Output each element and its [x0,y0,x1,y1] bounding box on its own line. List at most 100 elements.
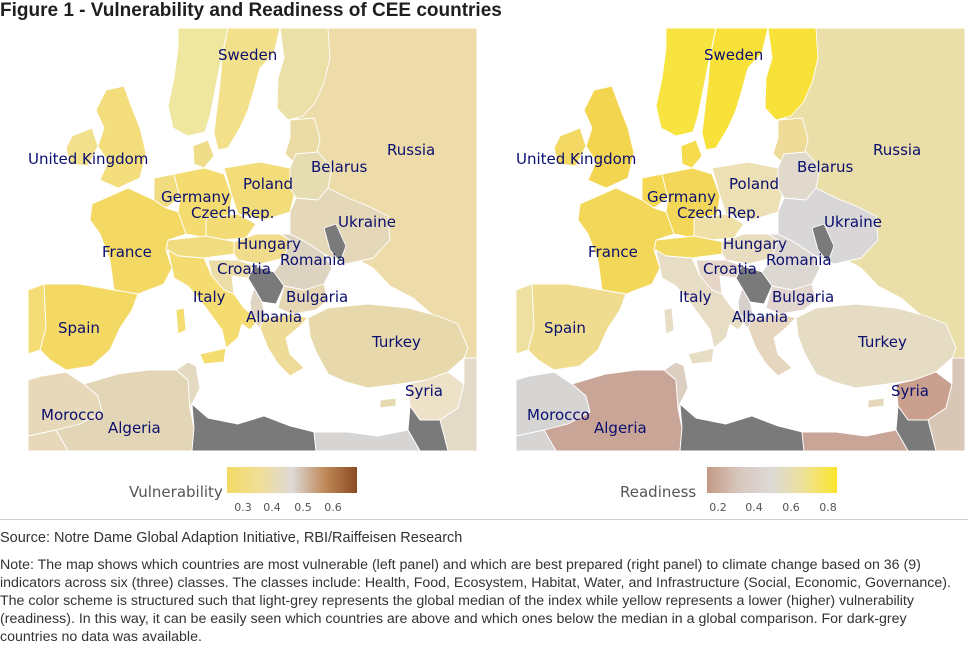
label-romania: Romania [280,251,346,269]
label-russia: Russia [387,141,435,159]
country-sardinia [175,307,187,335]
label-sweden: Sweden [704,46,763,64]
country-norway [655,28,717,137]
vulnerability-map: Sweden Russia United Kingdom Belarus Pol… [28,28,477,451]
label-united-kingdom: United Kingdom [28,150,148,168]
label-czech-rep: Czech Rep. [677,204,760,222]
country-sicily [687,347,715,365]
label-ukraine: Ukraine [338,213,396,231]
country-sweden [213,28,281,151]
readiness-tick: 0.2 [709,501,727,514]
country-ireland [553,127,587,167]
country-western-sahara [28,429,69,451]
country-spain [527,283,627,371]
label-sweden: Sweden [218,46,277,64]
label-spain: Spain [58,319,100,337]
figure-title: Figure 1 - Vulnerability and Readiness o… [0,0,502,21]
readiness-map: Sweden Russia United Kingdom Belarus Pol… [516,28,965,451]
vulnerability-color-bar [227,467,357,493]
countries [516,28,965,451]
vulnerability-tick: 0.5 [294,501,312,514]
label-hungary: Hungary [723,235,787,253]
readiness-map-svg: Sweden Russia United Kingdom Belarus Pol… [516,28,965,451]
label-morocco: Morocco [527,406,590,424]
divider [0,519,968,520]
label-bulgaria: Bulgaria [772,288,834,306]
readiness-tick: 0.8 [819,501,837,514]
map-labels: Sweden Russia United Kingdom Belarus Pol… [516,46,929,437]
label-poland: Poland [729,175,779,193]
country-libya [191,403,317,451]
country-moldova [323,223,347,263]
label-algeria: Algeria [594,419,647,437]
label-algeria: Algeria [108,419,161,437]
readiness-tick: 0.6 [782,501,800,514]
label-italy: Italy [679,288,712,306]
country-cyprus [867,397,885,409]
countries [28,28,477,451]
label-syria: Syria [405,382,443,400]
label-italy: Italy [193,288,226,306]
label-hungary: Hungary [237,235,301,253]
country-ireland [65,127,99,167]
country-egypt [313,429,421,451]
country-greece [259,313,309,377]
country-egypt [801,429,909,451]
country-greece [747,313,797,377]
country-tunisia [663,361,689,409]
readiness-color-bar [707,467,837,493]
label-germany: Germany [161,188,230,206]
label-croatia: Croatia [703,260,757,278]
country-bulgaria [277,283,329,315]
label-albania: Albania [246,308,302,326]
country-cyprus [379,397,397,409]
label-morocco: Morocco [41,406,104,424]
label-poland: Poland [243,175,293,193]
country-benelux [153,173,181,209]
country-western-sahara [516,429,557,451]
note-text: Note: The map shows which countries are … [0,557,951,645]
label-albania: Albania [732,308,788,326]
country-united-kingdom [95,85,147,189]
label-bulgaria: Bulgaria [286,288,348,306]
country-benelux [641,173,669,209]
label-belarus: Belarus [797,158,854,176]
label-russia: Russia [873,141,921,159]
label-czech-rep: Czech Rep. [191,204,274,222]
source-text: Source: Notre Dame Global Adaption Initi… [0,530,463,546]
country-finland [276,28,331,121]
country-sweden [701,28,769,151]
country-spain [39,283,139,371]
vulnerability-map-svg: Sweden Russia United Kingdom Belarus Pol… [28,28,477,451]
country-denmark [680,139,703,169]
country-bulgaria [765,283,817,315]
country-italy [167,249,259,349]
label-turkey: Turkey [371,333,421,351]
country-france [89,187,187,295]
vulnerability-tick: 0.6 [324,501,342,514]
map-labels: Sweden Russia United Kingdom Belarus Pol… [28,46,443,437]
label-romania: Romania [766,251,832,269]
country-libya [679,403,805,451]
label-france: France [102,243,152,261]
country-sicily [199,347,227,365]
vulnerability-legend-title: Vulnerability [129,483,223,501]
country-denmark [192,139,215,169]
vulnerability-legend: Vulnerability 0.3 0.4 0.5 0.6 [127,467,367,517]
label-spain: Spain [544,319,586,337]
country-tunisia [175,361,201,409]
country-serbia [247,265,285,305]
country-france [577,187,675,295]
vulnerability-tick: 0.4 [263,501,281,514]
label-belarus: Belarus [311,158,368,176]
country-sardinia [663,307,675,335]
readiness-tick: 0.4 [745,501,763,514]
country-united-kingdom [583,85,635,189]
vulnerability-tick: 0.3 [234,501,252,514]
country-serbia [735,265,773,305]
label-croatia: Croatia [217,260,271,278]
label-ukraine: Ukraine [824,213,882,231]
country-moldova [811,223,835,263]
label-france: France [588,243,638,261]
readiness-legend: Readiness 0.2 0.4 0.6 0.8 [620,467,850,517]
